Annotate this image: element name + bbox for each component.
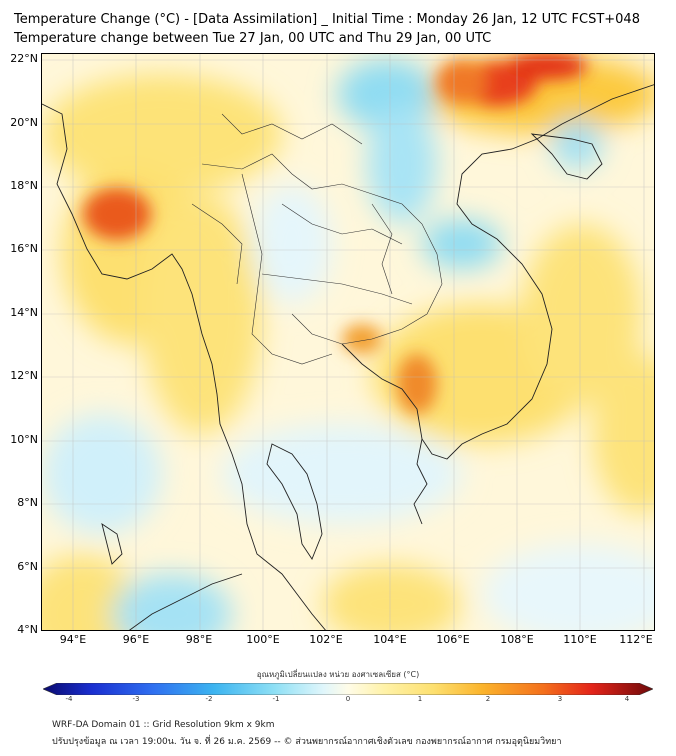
map-canvas [42, 54, 654, 630]
lat-label: 4°N [17, 623, 38, 636]
colorbar-tick: -4 [65, 695, 73, 703]
colorbar-tick: -3 [132, 695, 140, 703]
lat-label: 16°N [10, 242, 38, 255]
lat-label: 6°N [17, 560, 38, 573]
chart-title: Temperature Change (°C) - [Data Assimila… [14, 12, 640, 27]
colorbar-tick: 1 [417, 695, 423, 703]
footer-model-info: WRF-DA Domain 01 :: Grid Resolution 9km … [52, 720, 275, 730]
gridlines [42, 54, 654, 630]
colorbar-tick: -2 [205, 695, 213, 703]
chart-subtitle: Temperature change between Tue 27 Jan, 0… [14, 31, 492, 46]
lat-label: 18°N [10, 179, 38, 192]
temperature-map [41, 53, 655, 631]
admin-borders [191, 113, 443, 365]
lon-label: 108°E [500, 633, 534, 646]
colorbar-tick: 3 [557, 695, 563, 703]
lon-label: 98°E [185, 633, 213, 646]
lon-label: 102°E [309, 633, 343, 646]
coastlines [42, 84, 654, 630]
footer-credit: ปรับปรุงข้อมูล ณ เวลา 19:00น. วัน จ. ที่… [52, 737, 562, 747]
lat-label: 12°N [10, 369, 38, 382]
lon-label: 94°E [59, 633, 87, 646]
lat-label: 20°N [10, 116, 38, 129]
lat-label: 10°N [10, 433, 38, 446]
lat-label: 22°N [10, 52, 38, 65]
lon-label: 96°E [122, 633, 150, 646]
colorbar-tick: 4 [624, 695, 630, 703]
lon-label: 100°E [246, 633, 280, 646]
colorbar-tick: 2 [485, 695, 491, 703]
lon-label: 106°E [436, 633, 470, 646]
lon-label: 112°E [619, 633, 653, 646]
lat-label: 8°N [17, 496, 38, 509]
colorbar-title: อุณหภูมิเปลี่ยนแปลง หน่วย องศาเซลเซียส (… [256, 670, 420, 679]
colorbar [42, 680, 654, 696]
lon-label: 104°E [373, 633, 407, 646]
lat-label: 14°N [10, 306, 38, 319]
colorbar-tick: -1 [272, 695, 280, 703]
lon-label: 110°E [563, 633, 597, 646]
hotspots [83, 54, 587, 414]
colorbar-tick: 0 [345, 695, 351, 703]
